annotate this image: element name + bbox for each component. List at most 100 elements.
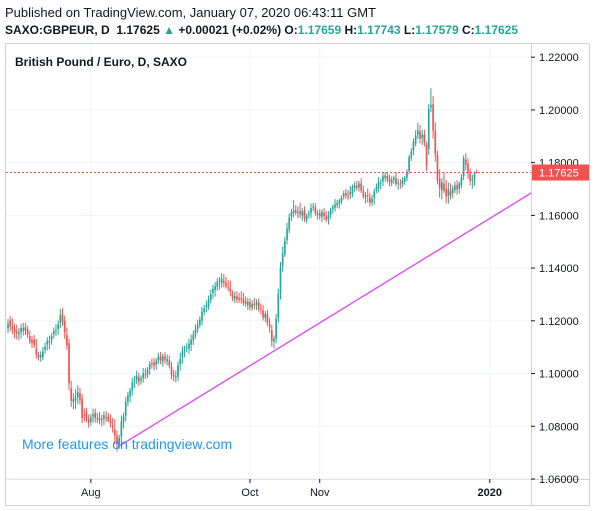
candle-body [436, 154, 439, 181]
candle-body [425, 144, 428, 166]
candle-body [423, 134, 426, 143]
candle-body [144, 374, 147, 376]
candle-body [87, 418, 90, 424]
candle [423, 129, 426, 147]
candle-body [140, 378, 142, 381]
candle-body [116, 435, 118, 445]
candle-body [212, 288, 214, 293]
candle-body [240, 297, 243, 299]
y-tick-label: 1.06000 [539, 474, 579, 486]
candle [70, 380, 73, 408]
candle [188, 338, 190, 354]
candle-body [462, 158, 465, 177]
candle-body [342, 193, 345, 197]
candle-body [316, 212, 319, 215]
candle-body [42, 351, 44, 358]
candle [155, 358, 158, 370]
candle-body [59, 314, 62, 323]
candle-body [384, 175, 386, 178]
promo-link[interactable]: More features on tradingview.com [22, 436, 232, 452]
candle-body [168, 360, 171, 366]
candle [151, 358, 153, 369]
candle-body [57, 324, 59, 329]
candle [131, 378, 134, 396]
candle [28, 330, 31, 345]
candle [451, 185, 454, 198]
candle-body [323, 212, 325, 216]
candle [273, 335, 275, 349]
low-label: L: [403, 23, 416, 37]
candle-body [369, 197, 371, 203]
candle [129, 387, 131, 403]
candle-body [124, 402, 127, 416]
candle-body [22, 327, 25, 332]
candle [434, 122, 437, 162]
y-tick-label: 1.12000 [539, 316, 579, 328]
candle [66, 327, 68, 350]
candle [475, 169, 478, 174]
candle-body [35, 348, 38, 355]
candle [9, 315, 12, 332]
candle-body [179, 359, 182, 365]
candle-body [37, 355, 40, 357]
candle-body [98, 417, 101, 420]
candle [412, 138, 415, 156]
candle-body [382, 176, 384, 182]
candle-body [421, 134, 424, 139]
candle [175, 370, 177, 383]
candle-body [129, 390, 131, 397]
candle-body [236, 296, 238, 300]
candle [390, 176, 393, 187]
candle-body [454, 185, 456, 190]
candle [471, 175, 474, 189]
candle [351, 184, 354, 198]
candle [270, 324, 273, 347]
candle-body [377, 181, 380, 188]
candle [92, 408, 94, 423]
candle-body [314, 207, 317, 214]
candle-body [321, 211, 323, 217]
candle [242, 292, 245, 306]
last-price-tag [532, 164, 589, 181]
candle-body [196, 324, 199, 329]
candle [39, 351, 42, 362]
trendline[interactable] [118, 192, 532, 447]
candle [13, 323, 16, 339]
candle [388, 174, 391, 187]
candle-body [419, 131, 421, 139]
candle-body [327, 215, 330, 220]
up-arrow-icon: ▲ [163, 23, 175, 37]
candle [76, 385, 79, 404]
candle-body [118, 438, 121, 445]
candle-body [388, 178, 391, 182]
candle [275, 314, 277, 344]
candle-body [214, 286, 216, 290]
candle [449, 183, 452, 200]
candle-body [266, 313, 269, 324]
candle [85, 408, 88, 423]
candle-body [270, 330, 273, 341]
candle [140, 375, 142, 385]
candle [462, 155, 465, 181]
candle [286, 222, 288, 245]
candle [20, 323, 22, 339]
candle-body [251, 304, 254, 308]
candle-body [430, 105, 432, 108]
candle-body [445, 188, 448, 197]
candle-body [375, 186, 378, 191]
candle [440, 177, 443, 200]
candle [447, 182, 450, 204]
candle-body [395, 178, 397, 184]
candle [127, 391, 129, 407]
candle [473, 171, 476, 186]
candle [96, 412, 99, 423]
candle [81, 394, 83, 424]
candle-body [318, 212, 321, 217]
candle-body [100, 418, 103, 420]
candle [334, 199, 336, 212]
candle-body [410, 151, 413, 158]
close-label: C: [461, 23, 475, 37]
candle-body [148, 364, 151, 370]
candle [42, 346, 44, 361]
